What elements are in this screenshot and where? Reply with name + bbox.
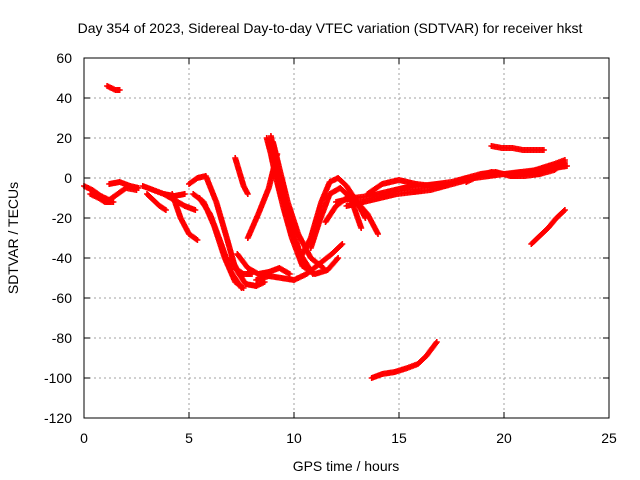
series-arc-bottom	[369, 339, 440, 381]
grid-lines	[84, 58, 609, 418]
x-tick-label: 10	[286, 430, 302, 446]
x-tick-label: 0	[80, 430, 88, 446]
y-tick-label: 0	[64, 170, 72, 186]
y-tick-label: -60	[52, 290, 72, 306]
y-tick-label: -120	[44, 410, 72, 426]
x-tick-label: 5	[185, 430, 193, 446]
sdtvar-chart: Day 354 of 2023, Sidereal Day-to-day VTE…	[0, 0, 640, 480]
y-axis-label: SDTVAR / TECUs	[5, 182, 21, 294]
axis-ticks: 0 5 10 15 20 25 -120 -100 -80 -60 -40 -20 0 20 40 60	[44, 50, 617, 446]
x-tick-label: 15	[391, 430, 407, 446]
y-tick-label: -20	[52, 210, 72, 226]
series-arc-high	[104, 83, 123, 93]
series-arc-late-high	[488, 143, 547, 153]
x-axis-label: GPS time / hours	[293, 458, 400, 474]
data-points	[81, 83, 570, 381]
y-tick-label: 60	[56, 50, 72, 66]
x-tick-label: 20	[496, 430, 512, 446]
series-arc-tall-1	[232, 155, 251, 197]
series-arc-late-low	[528, 207, 568, 247]
y-tick-label: 40	[56, 90, 72, 106]
y-tick-label: 20	[56, 130, 72, 146]
x-tick-label: 25	[601, 430, 617, 446]
y-tick-label: -80	[52, 330, 72, 346]
plot-frame	[84, 58, 609, 418]
chart-title: Day 354 of 2023, Sidereal Day-to-day VTE…	[78, 20, 583, 36]
y-tick-label: -40	[52, 250, 72, 266]
series-arc-mid-4	[169, 191, 200, 243]
y-tick-label: -100	[44, 370, 72, 386]
